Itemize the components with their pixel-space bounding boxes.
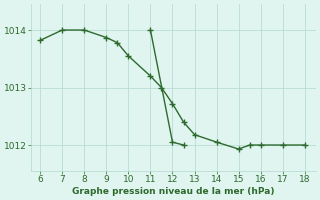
X-axis label: Graphe pression niveau de la mer (hPa): Graphe pression niveau de la mer (hPa) [72,187,275,196]
